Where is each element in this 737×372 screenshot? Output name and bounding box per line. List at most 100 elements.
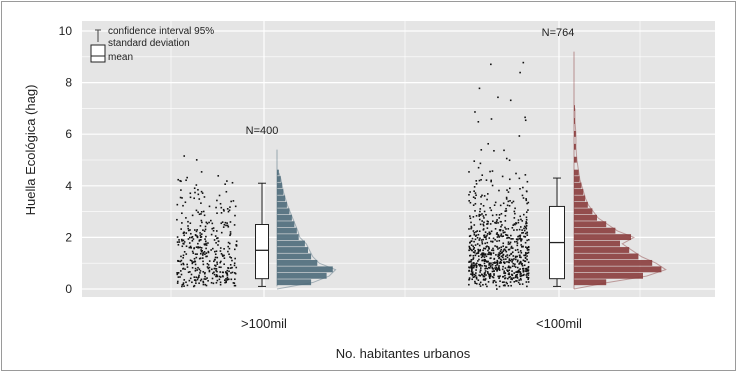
data-point: [487, 222, 489, 225]
histogram-bar: [277, 272, 327, 279]
data-point: [198, 268, 201, 271]
data-point: [471, 273, 474, 276]
data-point: [473, 160, 476, 162]
data-point: [491, 184, 494, 187]
data-point: [202, 271, 205, 273]
data-point: [500, 225, 502, 228]
data-point: [496, 262, 499, 265]
data-point: [189, 245, 192, 248]
data-point: [207, 250, 210, 253]
data-point: [486, 223, 488, 225]
data-point: [511, 278, 513, 281]
data-point: [504, 261, 506, 264]
data-point: [210, 219, 212, 222]
data-point: [216, 261, 218, 264]
legend-item-label: confidence interval 95%: [108, 26, 214, 37]
data-point: [222, 208, 225, 211]
data-point: [205, 247, 207, 250]
data-point: [182, 283, 185, 285]
data-point: [526, 239, 528, 242]
data-point: [524, 251, 527, 254]
data-point: [468, 278, 471, 281]
data-point: [196, 253, 198, 255]
data-point: [475, 262, 478, 265]
data-point: [194, 191, 196, 194]
data-point: [509, 259, 512, 262]
data-point: [198, 282, 200, 285]
data-point: [486, 241, 489, 244]
data-point: [200, 211, 203, 213]
data-point: [222, 275, 224, 278]
data-point: [177, 243, 180, 246]
data-point: [506, 282, 509, 285]
data-point: [520, 218, 522, 221]
data-point: [479, 249, 482, 251]
data-point: [520, 251, 523, 254]
data-point: [485, 213, 487, 216]
data-point: [201, 192, 204, 194]
data-point: [233, 284, 236, 287]
data-point: [527, 251, 530, 254]
data-point: [496, 288, 498, 290]
data-point: [191, 281, 193, 284]
data-point: [472, 251, 475, 253]
data-point: [525, 218, 528, 221]
data-point: [219, 283, 222, 286]
data-point: [519, 283, 521, 286]
data-point: [481, 274, 483, 276]
data-point: [183, 155, 186, 157]
data-point: [504, 231, 506, 234]
data-point: [509, 99, 512, 102]
data-point: [197, 188, 199, 191]
data-point: [476, 252, 479, 254]
y-tick-label: 10: [59, 24, 73, 38]
data-point: [219, 202, 222, 205]
data-point: [514, 249, 517, 251]
data-point: [503, 258, 505, 261]
data-point: [486, 245, 488, 247]
data-point: [211, 272, 214, 275]
data-point: [498, 256, 501, 259]
data-point: [494, 221, 496, 224]
data-point: [494, 264, 497, 267]
data-point: [526, 276, 529, 279]
data-point: [485, 267, 487, 269]
histogram-bar: [574, 176, 580, 182]
data-point: [495, 233, 498, 235]
data-point: [501, 235, 504, 238]
data-point: [508, 258, 511, 260]
data-point: [514, 266, 517, 268]
data-point: [488, 247, 490, 249]
data-point: [496, 261, 499, 264]
data-point: [487, 246, 490, 248]
data-point: [470, 221, 472, 224]
data-point: [498, 247, 501, 249]
data-point: [202, 229, 204, 231]
data-point: [526, 234, 529, 236]
data-point: [469, 254, 471, 257]
data-point: [482, 249, 484, 252]
data-point: [516, 240, 518, 243]
data-point: [506, 237, 508, 239]
data-point: [527, 209, 529, 211]
data-point: [200, 278, 203, 281]
data-point: [496, 232, 498, 234]
data-point: [215, 242, 217, 244]
data-point: [493, 257, 496, 260]
data-point: [510, 278, 512, 280]
histogram-bar: [277, 266, 333, 273]
data-point: [185, 179, 187, 182]
data-point: [192, 261, 195, 263]
data-point: [207, 279, 209, 282]
data-point: [504, 284, 506, 287]
data-point: [192, 285, 195, 288]
data-point: [229, 234, 231, 237]
data-point: [188, 242, 191, 244]
data-point: [470, 226, 473, 229]
data-point: [202, 283, 205, 286]
data-point: [468, 171, 470, 173]
data-point: [206, 222, 209, 225]
data-point: [470, 273, 472, 275]
data-point: [219, 276, 222, 278]
data-point: [513, 217, 516, 219]
